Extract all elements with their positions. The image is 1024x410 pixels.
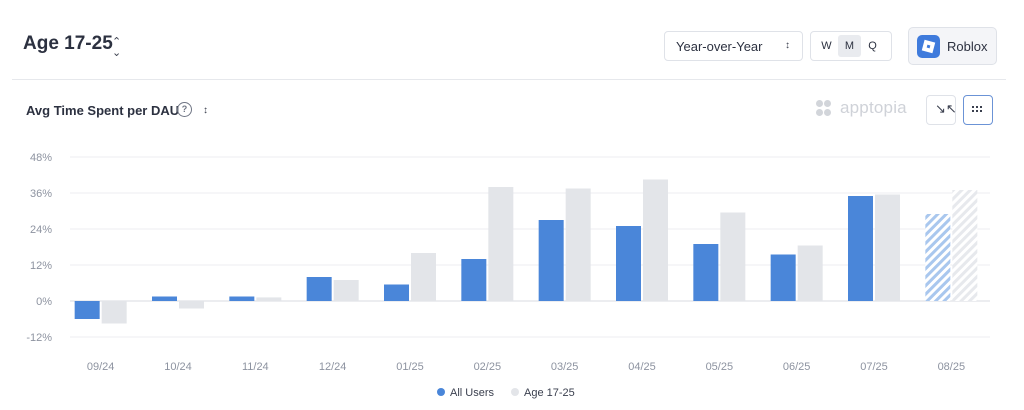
header: Age 17-25 ⌃ ⌄ Year-over-Year ↕ W M Q Robl… (0, 0, 1024, 80)
x-tick-label: 05/25 (706, 361, 734, 373)
bar-all-users-12-24 (306, 277, 332, 301)
bar-all-users-05-25 (693, 244, 719, 301)
legend-all-users-swatch (437, 388, 445, 396)
table-view-button[interactable] (963, 95, 993, 125)
x-tick-label: 06/25 (783, 361, 811, 373)
bar-all-users-09-24 (74, 301, 100, 319)
chart-area: 48% 36% 24% 12% 0% -12% 09/24 10/24 11/24 12/24 0… (0, 140, 1024, 410)
y-tick-label: 24% (30, 224, 52, 236)
y-tick-label: 36% (30, 188, 52, 200)
bar-all-users-11-24 (229, 296, 255, 301)
bar-chart: 48% 36% 24% 12% 0% -12% 09/24 10/24 11/24 12/24 0… (26, 152, 990, 399)
granularity-quarter-button[interactable]: Q (868, 40, 877, 52)
chevron-updown-icon: ↕ (785, 40, 790, 51)
collapse-arrows-icon: ↘↖ (935, 101, 957, 116)
bar-all-users-02-25 (461, 259, 487, 301)
bar-age-17-25-10-24 (179, 301, 204, 309)
bar-age-17-25-11-24 (256, 297, 282, 301)
collapse-button[interactable]: ↘↖ (926, 95, 957, 125)
x-tick-label: 03/25 (551, 361, 579, 373)
segment-chevron-icon[interactable]: ⌃ ⌄ (112, 36, 122, 59)
bar-age-17-25-07-25 (875, 194, 900, 301)
x-tick-label: 04/25 (628, 361, 656, 373)
apptopia-wordmark: apptopia (840, 98, 907, 117)
legend-age-17-25-label: Age 17-25 (524, 387, 575, 399)
x-tick-label: 10/24 (164, 361, 192, 373)
y-tick-label: 0% (36, 296, 52, 308)
bar-all-users-03-25 (538, 220, 564, 301)
bar-age-17-25-06-25 (797, 245, 823, 301)
app-selector[interactable]: Roblox (908, 27, 997, 65)
granularity-toggle: W M Q (810, 31, 892, 61)
roblox-logo-icon (917, 35, 940, 58)
bar-all-users-08-25 (925, 214, 951, 301)
bar-age-17-25-09-24 (101, 301, 127, 324)
header-divider (12, 79, 1006, 80)
y-tick-label: 48% (30, 152, 52, 164)
bar-all-users-10-24 (152, 296, 177, 301)
help-icon[interactable]: ? (177, 102, 192, 117)
legend-all-users-label: All Users (450, 387, 495, 399)
bar-age-17-25-03-25 (565, 188, 591, 301)
bar-age-17-25-05-25 (720, 212, 746, 301)
bar-age-17-25-08-25 (952, 190, 978, 301)
metric-title: Avg Time Spent per DAU (26, 103, 180, 118)
x-tick-label: 11/24 (242, 361, 269, 373)
bar-all-users-07-25 (848, 196, 873, 301)
segment-title: Age 17-25 (23, 33, 113, 54)
bar-all-users-04-25 (616, 226, 641, 301)
metric-chevron-icon[interactable]: ↕ (203, 105, 208, 116)
apptopia-watermark: apptopia (816, 98, 916, 120)
app-name: Roblox (947, 39, 988, 54)
bar-age-17-25-04-25 (643, 179, 668, 301)
x-tick-label: 01/25 (396, 361, 424, 373)
legend-age-17-25-swatch (511, 388, 519, 396)
x-tick-label: 08/25 (938, 361, 966, 373)
apptopia-logo-icon (816, 100, 836, 118)
x-tick-label: 02/25 (474, 361, 502, 373)
granularity-week-button[interactable]: W (821, 40, 832, 52)
granularity-month-button[interactable]: M (838, 35, 861, 57)
x-tick-label: 07/25 (860, 361, 888, 373)
bar-all-users-06-25 (770, 254, 796, 301)
period-select-label: Year-over-Year (676, 39, 763, 54)
period-select[interactable]: Year-over-Year ↕ (664, 31, 803, 61)
x-tick-label: 12/24 (319, 361, 347, 373)
bar-all-users-01-25 (384, 284, 409, 301)
x-tick-label: 09/24 (87, 361, 115, 373)
table-grid-icon (972, 106, 984, 114)
y-tick-label: 12% (30, 260, 52, 272)
y-tick-label: -12% (26, 332, 52, 344)
bar-age-17-25-02-25 (488, 187, 514, 301)
bar-age-17-25-12-24 (333, 280, 359, 301)
bar-age-17-25-01-25 (411, 253, 436, 301)
